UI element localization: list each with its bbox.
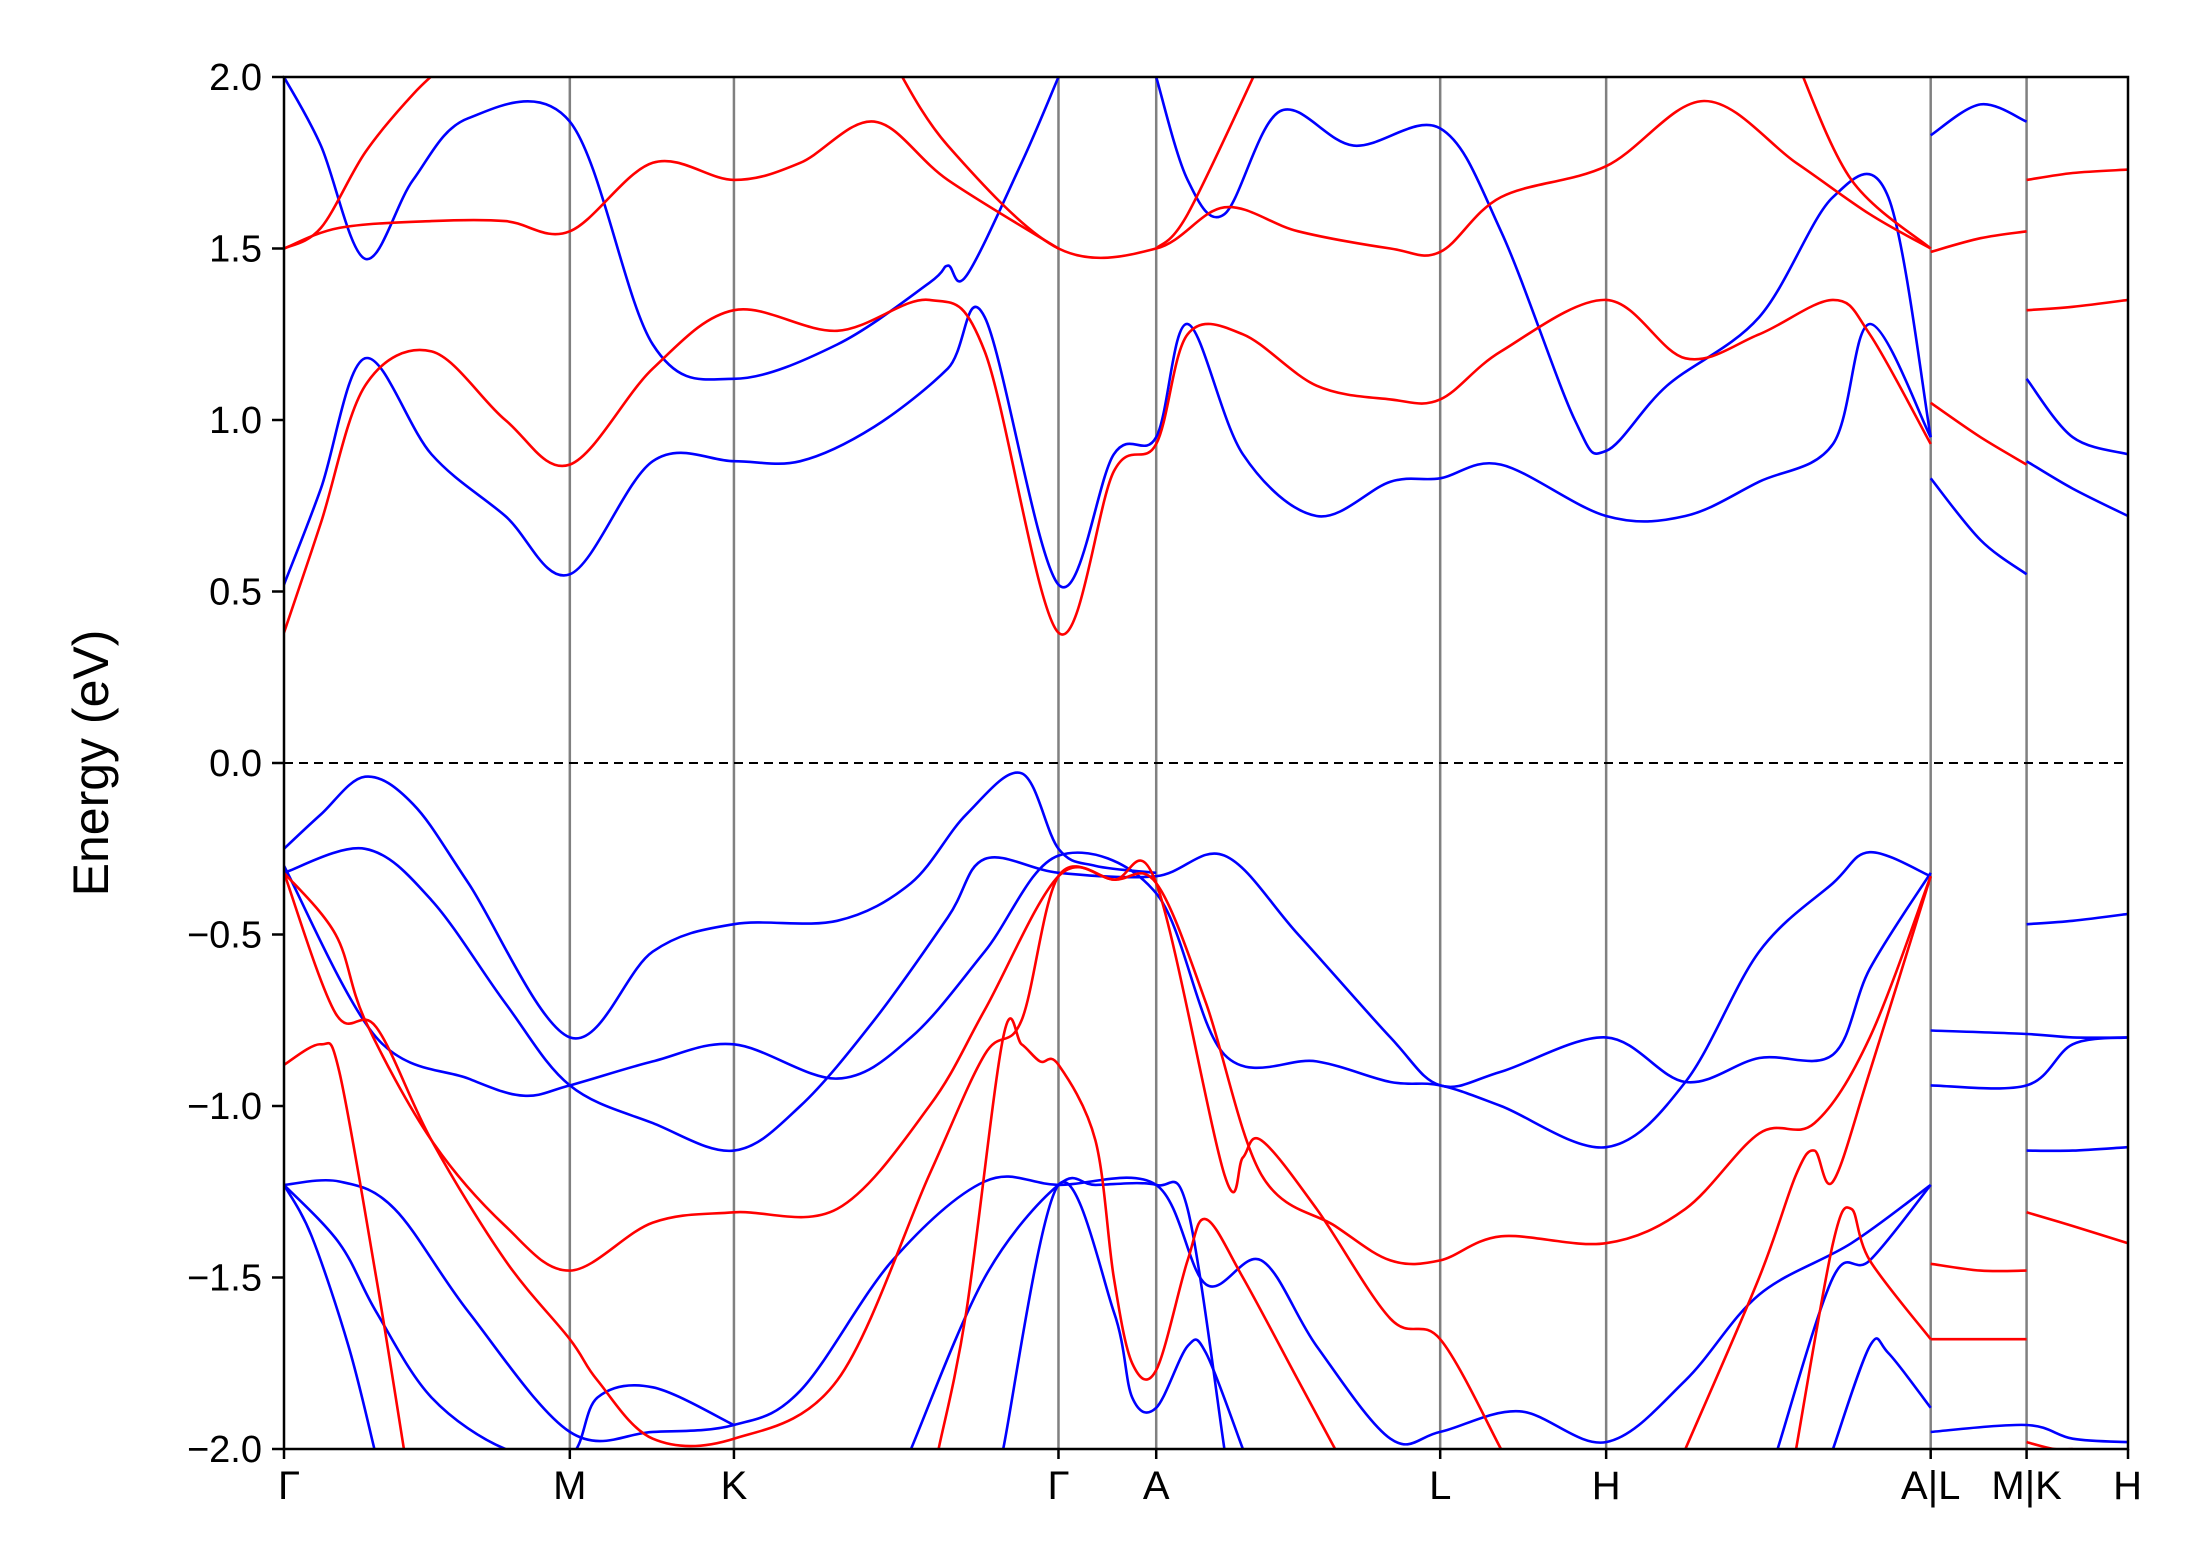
band-line-blue xyxy=(284,1184,376,1449)
band-line-red xyxy=(284,859,1503,1449)
band-lines xyxy=(284,77,2128,1449)
band-line-blue xyxy=(284,771,1157,1040)
band-line-red xyxy=(1930,230,2027,254)
band-line-red xyxy=(284,77,433,250)
band-line-blue xyxy=(2026,1145,2128,1153)
kpoint-divider-lines xyxy=(568,77,2028,1449)
band-line-blue xyxy=(1001,1180,1245,1449)
x-tick-label: M|K xyxy=(1991,1464,2062,1508)
band-line-red xyxy=(1801,77,1932,250)
band-line-red xyxy=(1794,1206,1932,1449)
band-line-blue xyxy=(1930,1036,2128,1090)
band-line-blue xyxy=(1929,103,2028,137)
band-line-blue xyxy=(1930,1029,2128,1039)
y-tick-label: −2.0 xyxy=(187,1429,262,1471)
band-line-red xyxy=(1930,1262,2027,1273)
x-tick-label: H xyxy=(1592,1464,1621,1508)
band-line-blue xyxy=(1930,1423,2128,1444)
band-line-blue xyxy=(284,305,1932,589)
band-line-red xyxy=(2026,298,2128,312)
band-line-red xyxy=(284,1041,406,1449)
band-line-blue xyxy=(1776,1184,1932,1449)
x-tick-label: H xyxy=(2113,1464,2142,1508)
band-line-red xyxy=(2026,168,2128,182)
band-line-blue xyxy=(2026,912,2128,926)
band-line-red xyxy=(284,298,1932,636)
band-line-red xyxy=(900,77,1932,260)
band-line-blue xyxy=(284,850,1932,1149)
band-line-red xyxy=(1155,77,1255,250)
y-axis-ticks: 2.0 1.5 1.0 0.5 0.0 −0.5 −1.0 −1.5 −2.0 xyxy=(187,57,284,1471)
y-axis-label: Energy (eV) xyxy=(63,630,119,897)
band-line-blue xyxy=(1154,77,1932,455)
y-tick-label: 0.0 xyxy=(209,743,262,785)
y-tick-label: 1.5 xyxy=(209,229,262,271)
band-line-blue xyxy=(2025,460,2128,518)
x-tick-label: A xyxy=(1143,1464,1170,1508)
band-line-red xyxy=(284,865,1932,1272)
band-line-red xyxy=(1684,875,1932,1449)
band-line-blue xyxy=(284,77,1060,381)
x-axis-ticks: Γ M K Γ A L H A|L M|K H xyxy=(278,1449,2142,1508)
band-line-red xyxy=(937,1017,1337,1449)
x-tick-label: M xyxy=(553,1464,586,1508)
y-tick-label: 2.0 xyxy=(209,57,262,99)
band-line-blue xyxy=(284,846,1932,1153)
x-tick-label: Γ xyxy=(278,1464,300,1508)
y-tick-label: 0.5 xyxy=(209,572,262,614)
band-line-blue xyxy=(284,1184,735,1449)
band-line-red xyxy=(1929,401,2028,466)
y-tick-label: −1.0 xyxy=(187,1086,262,1128)
band-line-blue xyxy=(1929,477,2028,576)
x-tick-label: K xyxy=(721,1464,748,1508)
band-line-blue xyxy=(909,1176,1226,1449)
band-line-red xyxy=(2026,1440,2073,1449)
y-tick-label: −1.5 xyxy=(187,1258,262,1300)
band-line-blue xyxy=(2025,377,2128,456)
y-tick-label: −0.5 xyxy=(187,915,262,957)
band-line-blue xyxy=(1831,1337,1932,1449)
band-line-red xyxy=(2026,1211,2128,1245)
band-line-red xyxy=(284,120,1060,250)
x-tick-label: Γ xyxy=(1047,1464,1069,1508)
x-tick-label: A|L xyxy=(1901,1464,1960,1508)
y-tick-label: 1.0 xyxy=(209,400,262,442)
x-tick-label: L xyxy=(1429,1464,1451,1508)
